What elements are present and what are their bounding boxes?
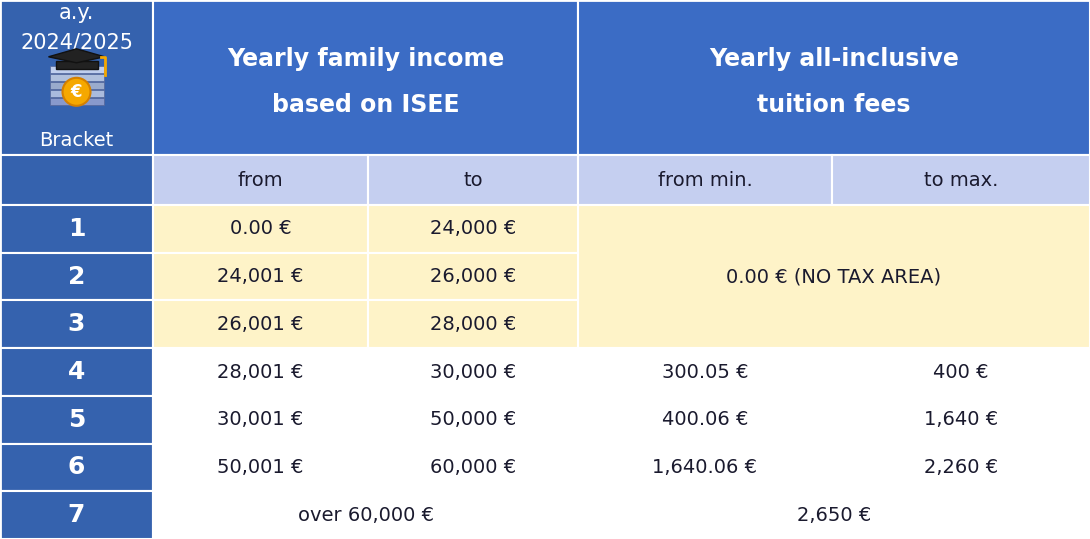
Text: 400 €: 400 € xyxy=(933,363,989,382)
Bar xyxy=(832,348,1090,396)
Text: 6: 6 xyxy=(68,455,85,479)
Bar xyxy=(0,253,153,300)
Bar xyxy=(49,90,104,97)
Text: Bracket: Bracket xyxy=(39,132,113,150)
Text: based on ISEE: based on ISEE xyxy=(271,93,459,118)
Bar xyxy=(153,0,578,155)
Bar xyxy=(368,348,578,396)
Bar xyxy=(368,300,578,348)
Bar xyxy=(49,82,104,89)
Bar xyxy=(153,155,368,205)
Bar xyxy=(578,0,1090,155)
Bar xyxy=(153,444,368,491)
Bar xyxy=(0,155,153,205)
Bar xyxy=(0,300,153,348)
Bar xyxy=(153,348,368,396)
Bar xyxy=(578,444,832,491)
Bar xyxy=(0,0,153,155)
Text: to: to xyxy=(463,170,483,190)
Bar xyxy=(0,396,153,444)
Text: 50,000 €: 50,000 € xyxy=(429,410,517,429)
Bar xyxy=(0,444,153,491)
Bar xyxy=(578,205,1090,348)
Text: 2,260 €: 2,260 € xyxy=(924,458,998,477)
Bar xyxy=(832,444,1090,491)
Bar xyxy=(368,444,578,491)
Text: 0.00 € (NO TAX AREA): 0.00 € (NO TAX AREA) xyxy=(726,267,942,286)
Text: 24,001 €: 24,001 € xyxy=(217,267,304,286)
Text: Yearly family income: Yearly family income xyxy=(227,47,504,71)
Bar xyxy=(368,155,578,205)
Text: from: from xyxy=(238,170,283,190)
Bar xyxy=(153,300,368,348)
Text: 7: 7 xyxy=(68,503,85,527)
Bar xyxy=(368,253,578,300)
Bar xyxy=(368,205,578,253)
Text: 4: 4 xyxy=(68,360,85,384)
Text: 26,001 €: 26,001 € xyxy=(217,315,304,334)
Text: 50,001 €: 50,001 € xyxy=(217,458,304,477)
Text: tuition fees: tuition fees xyxy=(758,93,911,118)
Text: 2,650 €: 2,650 € xyxy=(797,506,871,524)
Text: 5: 5 xyxy=(68,407,85,432)
Text: 30,001 €: 30,001 € xyxy=(217,410,304,429)
Bar xyxy=(49,66,104,73)
Bar xyxy=(153,205,368,253)
Text: 28,000 €: 28,000 € xyxy=(429,315,517,334)
Text: from min.: from min. xyxy=(657,170,752,190)
Bar xyxy=(153,253,368,300)
Text: 1,640 €: 1,640 € xyxy=(924,410,998,429)
Bar xyxy=(49,98,104,105)
Bar xyxy=(153,491,578,539)
Bar xyxy=(578,491,1090,539)
Bar xyxy=(0,205,153,253)
Bar xyxy=(832,155,1090,205)
Bar xyxy=(832,396,1090,444)
Bar xyxy=(153,396,368,444)
Text: 0.00 €: 0.00 € xyxy=(230,219,291,238)
Bar xyxy=(0,491,153,539)
Bar xyxy=(49,74,104,81)
Circle shape xyxy=(62,78,90,106)
Text: 30,000 €: 30,000 € xyxy=(429,363,516,382)
Bar xyxy=(578,348,832,396)
Text: over 60,000 €: over 60,000 € xyxy=(298,506,434,524)
Text: 400.06 €: 400.06 € xyxy=(662,410,748,429)
Text: a.y.
2024/2025: a.y. 2024/2025 xyxy=(20,3,133,53)
Text: 300.05 €: 300.05 € xyxy=(662,363,748,382)
Text: €: € xyxy=(71,83,82,101)
Text: 26,000 €: 26,000 € xyxy=(429,267,517,286)
Text: 60,000 €: 60,000 € xyxy=(429,458,516,477)
Bar xyxy=(578,396,832,444)
Text: 1: 1 xyxy=(68,217,85,241)
Text: 28,001 €: 28,001 € xyxy=(217,363,304,382)
Text: 1,640.06 €: 1,640.06 € xyxy=(653,458,758,477)
Text: to max.: to max. xyxy=(924,170,998,190)
Polygon shape xyxy=(48,49,105,63)
Bar xyxy=(368,396,578,444)
Bar xyxy=(0,348,153,396)
Bar xyxy=(578,155,832,205)
FancyBboxPatch shape xyxy=(56,61,97,69)
Text: Yearly all-inclusive: Yearly all-inclusive xyxy=(710,47,959,71)
Text: 2: 2 xyxy=(68,265,85,288)
Text: 3: 3 xyxy=(68,312,85,336)
Text: 24,000 €: 24,000 € xyxy=(429,219,517,238)
